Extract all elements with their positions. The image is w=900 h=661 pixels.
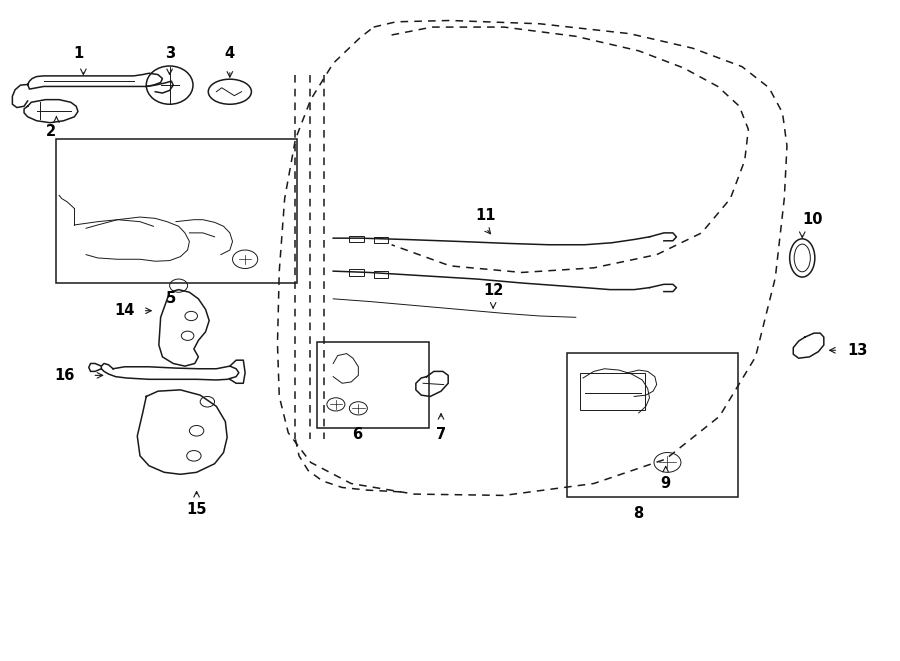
Bar — [567, 353, 738, 496]
Text: 3: 3 — [165, 46, 175, 61]
Text: 9: 9 — [661, 476, 670, 491]
Bar — [317, 342, 429, 428]
Text: 1: 1 — [73, 46, 84, 61]
Text: 4: 4 — [225, 46, 235, 61]
Bar — [349, 269, 364, 276]
Text: 8: 8 — [634, 506, 643, 522]
Bar — [57, 139, 297, 283]
Text: 11: 11 — [476, 208, 496, 223]
Bar — [374, 237, 388, 243]
Bar — [580, 373, 645, 410]
Text: 6: 6 — [353, 427, 363, 442]
Text: 7: 7 — [436, 427, 446, 442]
Text: 10: 10 — [802, 212, 823, 227]
Text: 2: 2 — [46, 124, 57, 139]
Text: 13: 13 — [847, 343, 868, 358]
Bar — [349, 235, 364, 242]
Text: 12: 12 — [483, 284, 503, 298]
Text: 15: 15 — [186, 502, 207, 518]
Text: 5: 5 — [166, 292, 176, 306]
Text: 14: 14 — [114, 303, 135, 318]
Bar — [374, 271, 388, 278]
Text: 16: 16 — [54, 368, 75, 383]
